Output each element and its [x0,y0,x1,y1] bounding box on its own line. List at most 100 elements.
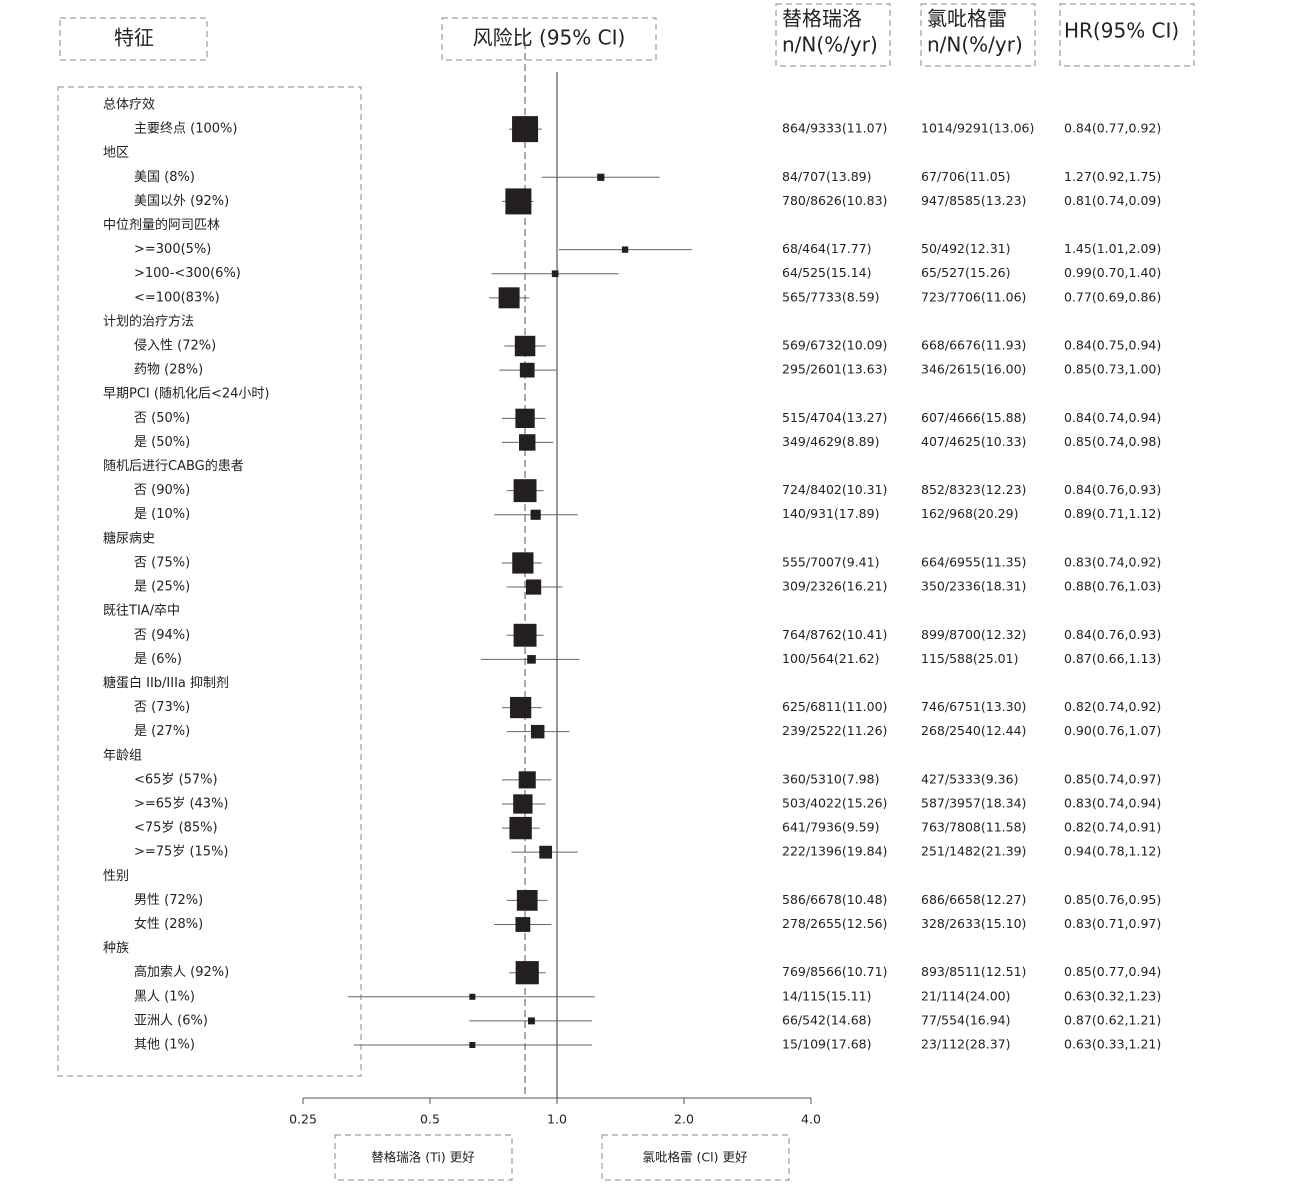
hr-box [528,1017,535,1025]
header-hr-plot: 风险比 (95% CI) [473,26,626,50]
hr-box [539,845,553,859]
group-label: 早期PCI (随机化后<24小时) [103,387,269,402]
subgroup-label: <75岁 (85%) [134,821,218,836]
hr-value: 0.63(0.32,1.23) [1064,988,1161,1003]
group-label: 地区 [103,146,129,161]
hr-value: 0.84(0.77,0.92) [1064,121,1161,136]
hr-value: 1.27(0.92,1.75) [1064,169,1161,184]
hr-box [597,173,605,181]
subgroup-label: 否 (90%) [134,483,190,498]
header-box [1059,3,1195,67]
header-ticagrelor: 替格瑞洛 [782,7,862,31]
hr-value: 0.85(0.73,1.00) [1064,362,1161,377]
clopidogrel-value: 251/1482(21.39) [921,844,1026,859]
hr-box [509,816,532,840]
hr-value: 0.87(0.66,1.13) [1064,651,1161,666]
header-feature: 特征 [114,26,154,50]
subgroup-label: 美国以外 (92%) [134,194,229,209]
group-label: 性别 [103,869,129,884]
group-label: 种族 [103,940,129,956]
header-box [59,17,208,61]
group-label: 年龄组 [103,748,142,763]
subgroup-label: <65岁 (57%) [134,772,218,787]
hr-value: 0.84(0.76,0.93) [1064,482,1161,497]
hr-box [469,993,476,1000]
ticagrelor-value: 100/564(21.62) [782,651,879,666]
hr-value: 0.84(0.76,0.93) [1064,627,1161,642]
subgroup-label: 否 (50%) [134,411,190,426]
subgroup-label: >=300(5%) [134,242,211,257]
subgroup-label: >100-<300(6%) [134,266,241,281]
clopidogrel-value: 162/968(20.29) [921,506,1018,521]
group-label: 随机后进行CABG的患者 [103,458,244,474]
subgroup-label: 是 (50%) [134,435,190,450]
clopidogrel-value: 350/2336(18.31) [921,579,1026,594]
subgroup-label: 黑人 (1%) [134,989,195,1004]
hr-value: 0.84(0.75,0.94) [1064,338,1161,353]
hr-box [518,771,536,789]
x-tick-label: 0.5 [420,1112,440,1127]
hr-value: 0.88(0.76,1.03) [1064,579,1161,594]
ticagrelor-value: 140/931(17.89) [782,506,879,521]
ticagrelor-value: 66/542(14.68) [782,1012,872,1027]
hr-value: 0.82(0.74,0.91) [1064,820,1161,835]
hr-box [515,917,531,932]
hr-value: 0.85(0.74,0.97) [1064,771,1161,786]
clopidogrel-value: 67/706(11.05) [921,169,1011,184]
ticagrelor-value: 515/4704(13.27) [782,410,887,425]
hr-value: 0.83(0.74,0.94) [1064,795,1161,810]
hr-box [530,724,545,739]
hr-value: 0.85(0.77,0.94) [1064,964,1161,979]
ticagrelor-value: 625/6811(11.00) [782,699,887,714]
hr-value: 0.82(0.74,0.92) [1064,699,1161,714]
hr-box [505,188,532,215]
ticagrelor-value: 764/8762(10.41) [782,627,887,642]
hr-box [514,335,536,357]
ticagrelor-value: 239/2522(11.26) [782,723,887,738]
x-tick-label: 1.0 [547,1112,567,1127]
ticagrelor-value: 864/9333(11.07) [782,121,887,136]
hr-box [513,794,533,814]
header-clopidogrel-unit: n/N(%/yr) [927,33,1023,57]
ticagrelor-value: 68/464(17.77) [782,241,872,256]
ticagrelor-value: 724/8402(10.31) [782,482,887,497]
clopidogrel-value: 587/3957(18.34) [921,795,1026,810]
hr-box [515,408,535,429]
subgroup-label: 否 (73%) [134,700,190,715]
clopidogrel-value: 607/4666(15.88) [921,410,1026,425]
clopidogrel-value: 346/2615(16.00) [921,362,1026,377]
ticagrelor-value: 349/4629(8.89) [782,434,879,449]
clopidogrel-value: 899/8700(12.32) [921,627,1026,642]
clopidogrel-value: 21/114(24.00) [921,988,1011,1003]
ticagrelor-value: 565/7733(8.59) [782,289,879,304]
group-label: 计划的治疗方法 [103,313,194,329]
clopidogrel-value: 407/4625(10.33) [921,434,1026,449]
subgroup-label: 女性 (28%) [134,916,203,932]
group-label: 既往TIA/卒中 [103,604,180,619]
ticagrelor-value: 14/115(15.11) [782,988,872,1003]
clopidogrel-value: 427/5333(9.36) [921,771,1018,786]
group-label: 糖蛋白 IIb/IIIa 抑制剂 [103,675,229,691]
hr-value: 0.84(0.74,0.94) [1064,410,1161,425]
subgroup-label: >=75岁 (15%) [134,845,229,860]
hr-value: 0.89(0.71,1.12) [1064,506,1161,521]
favors-ticagrelor: 替格瑞洛 (Ti) 更好 [371,1150,474,1165]
hr-value: 0.87(0.62,1.21) [1064,1012,1161,1027]
subgroup-label: 其他 (1%) [134,1038,195,1053]
ticagrelor-value: 278/2655(12.56) [782,916,887,931]
ticagrelor-value: 769/8566(10.71) [782,964,887,979]
hr-value: 0.83(0.71,0.97) [1064,916,1161,931]
subgroup-label: 亚洲人 (6%) [134,1013,208,1028]
group-label: 总体疗效 [103,98,155,113]
subgroup-label: 是 (6%) [134,652,182,667]
subgroup-label: 否 (75%) [134,555,190,570]
hr-box [621,246,629,253]
clopidogrel-value: 746/6751(13.30) [921,699,1026,714]
ticagrelor-value: 15/109(17.68) [782,1037,872,1052]
subgroup-label: <=100(83%) [134,290,220,305]
hr-value: 0.77(0.69,0.86) [1064,289,1161,304]
hr-value: 0.81(0.74,0.09) [1064,193,1161,208]
hr-box [513,479,537,503]
hr-box [498,287,520,309]
